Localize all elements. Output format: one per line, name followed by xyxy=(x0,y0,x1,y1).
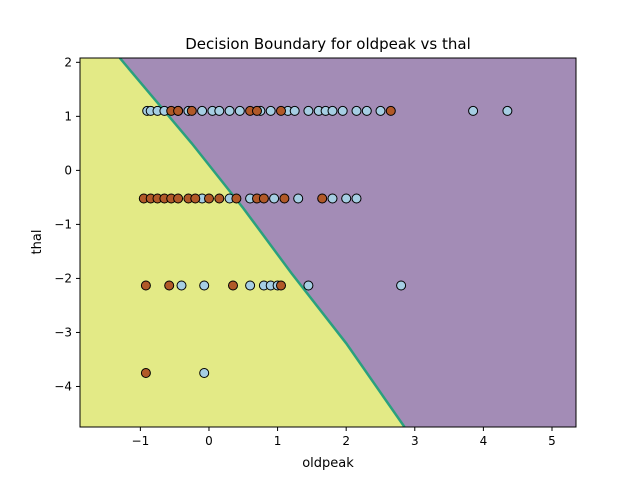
plot-area xyxy=(80,58,576,427)
data-point-class-0 xyxy=(289,105,300,116)
data-point-class-0 xyxy=(303,280,314,291)
data-point-class-0 xyxy=(502,105,513,116)
data-point-class-1 xyxy=(317,193,328,204)
data-point-class-0 xyxy=(199,368,210,378)
data-point-class-1 xyxy=(252,105,262,116)
data-point-class-1 xyxy=(385,105,396,116)
y-tick-label: 1 xyxy=(64,109,72,123)
y-tick-label: 0 xyxy=(64,163,72,177)
data-point-class-0 xyxy=(303,105,314,116)
data-point-class-0 xyxy=(375,105,386,116)
data-point-class-0 xyxy=(351,105,362,116)
data-point-class-1 xyxy=(164,280,175,291)
data-point-class-0 xyxy=(176,280,187,291)
x-tick-label: 0 xyxy=(205,434,213,448)
y-tick-label: −2 xyxy=(54,271,72,285)
data-point-class-0 xyxy=(214,105,225,116)
y-tick-label: −3 xyxy=(54,325,72,339)
x-tick-label: 1 xyxy=(274,434,282,448)
data-point-class-0 xyxy=(327,105,338,116)
region-class-1 xyxy=(119,58,576,427)
data-point-class-1 xyxy=(190,193,201,204)
data-point-class-1 xyxy=(140,280,151,291)
data-point-class-1 xyxy=(186,105,197,116)
data-point-class-1 xyxy=(258,193,269,204)
x-tick-label: 2 xyxy=(342,434,350,448)
data-point-class-0 xyxy=(199,280,210,291)
data-point-class-1 xyxy=(276,105,286,116)
data-point-class-0 xyxy=(224,105,235,116)
data-point-class-1 xyxy=(279,193,290,204)
data-point-class-0 xyxy=(396,280,407,291)
x-tick-label: 3 xyxy=(411,434,419,448)
data-point-class-0 xyxy=(361,105,372,116)
data-point-class-1 xyxy=(204,193,214,204)
x-axis-label: oldpeak xyxy=(302,456,354,471)
data-point-class-0 xyxy=(327,193,338,204)
data-point-class-0 xyxy=(468,105,479,116)
data-point-class-0 xyxy=(245,280,256,291)
data-point-class-0 xyxy=(337,105,348,116)
y-tick-label: −1 xyxy=(54,217,72,231)
data-point-class-0 xyxy=(341,193,352,204)
data-point-class-1 xyxy=(173,193,184,204)
data-point-class-0 xyxy=(234,105,245,116)
data-point-class-1 xyxy=(173,105,184,116)
x-axis: −1 0 1 2 3 4 5 xyxy=(132,427,556,448)
data-point-class-1 xyxy=(231,193,242,204)
decision-boundary-line xyxy=(118,58,406,427)
x-tick-label: 4 xyxy=(480,434,488,448)
data-point-class-1 xyxy=(276,280,286,291)
y-axis-label: thal xyxy=(30,230,45,255)
y-axis: −4 −3 −2 −1 0 1 2 xyxy=(54,55,80,393)
data-point-class-0 xyxy=(269,193,280,204)
scatter-points xyxy=(138,105,513,378)
data-point-class-1 xyxy=(228,280,238,291)
y-tick-label: 2 xyxy=(64,55,72,69)
data-point-class-0 xyxy=(265,105,276,116)
x-tick-label: 5 xyxy=(548,434,556,448)
y-tick-label: −4 xyxy=(54,379,72,393)
data-point-class-0 xyxy=(197,105,208,116)
plot-frame xyxy=(79,57,577,428)
chart-title: Decision Boundary for oldpeak vs thal xyxy=(185,35,471,53)
data-point-class-1 xyxy=(214,193,225,204)
x-tick-label: −1 xyxy=(132,434,150,448)
data-point-class-1 xyxy=(140,368,151,378)
data-point-class-0 xyxy=(351,193,362,204)
data-point-class-0 xyxy=(293,193,304,204)
